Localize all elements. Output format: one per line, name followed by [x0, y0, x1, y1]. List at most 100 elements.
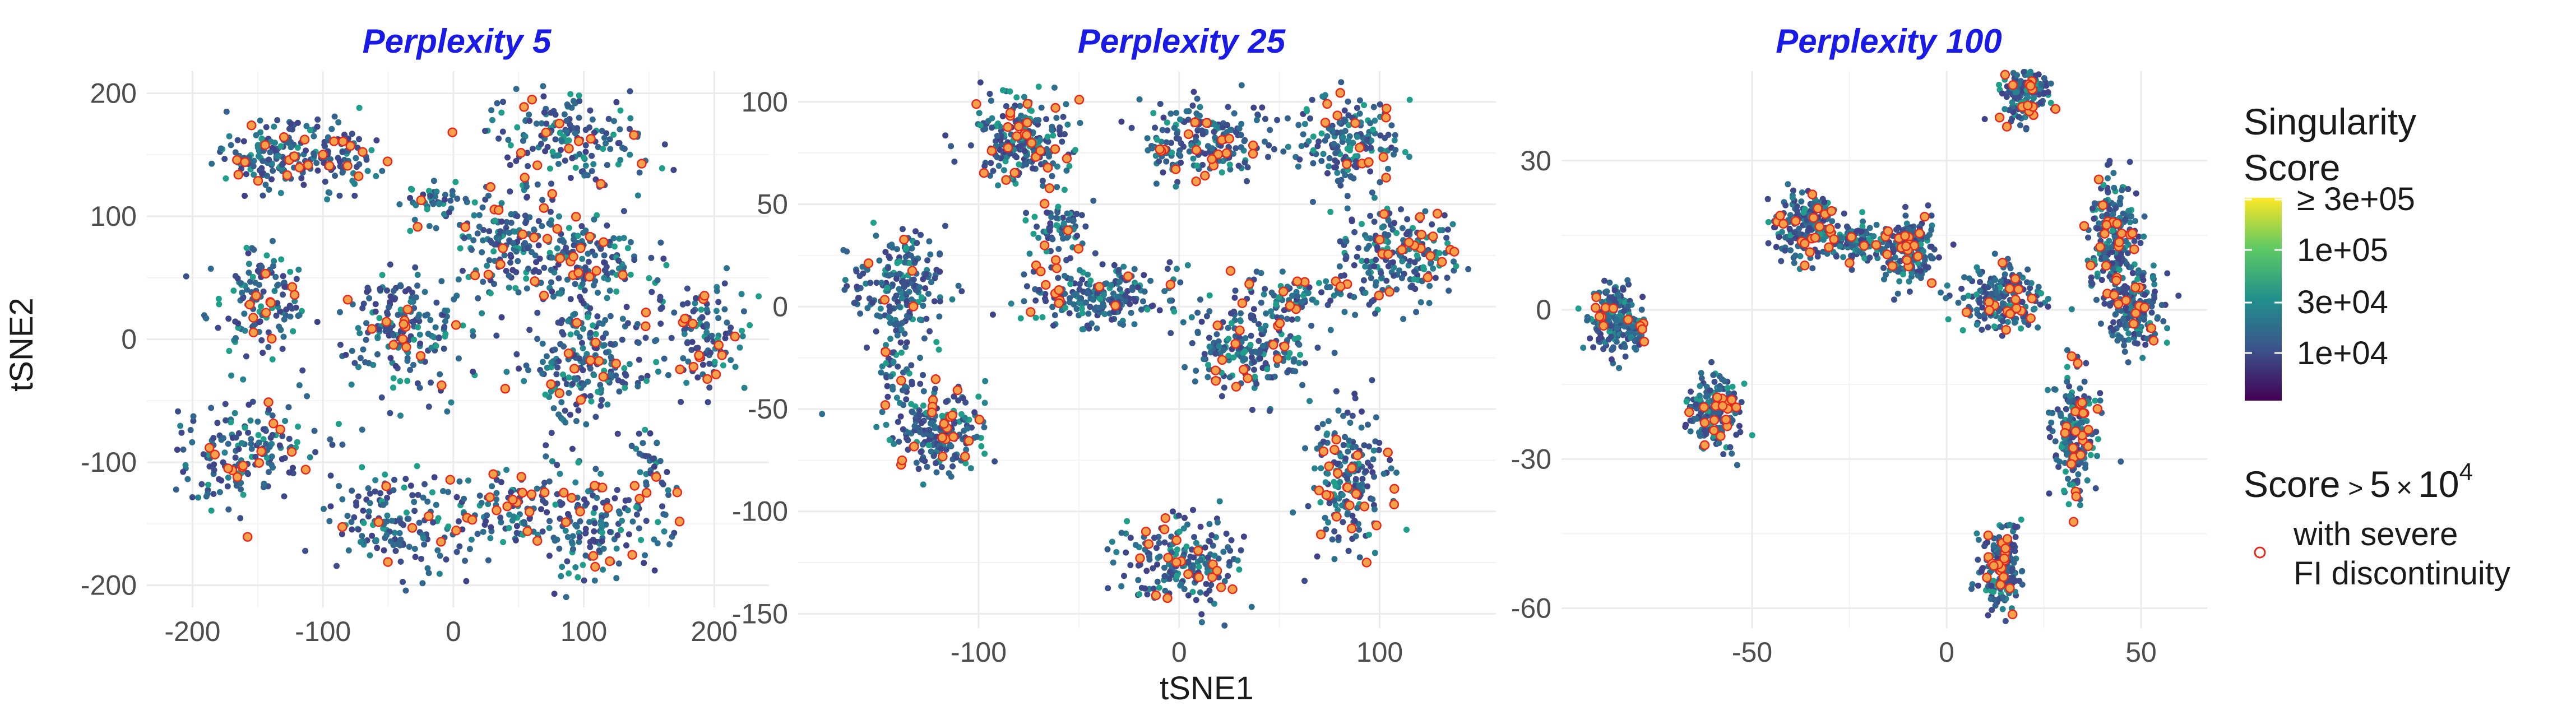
- scatter-point: [492, 217, 498, 224]
- scatter-point: [411, 336, 418, 343]
- scatter-point: [1391, 220, 1398, 226]
- scatter-point: [493, 332, 500, 339]
- scatter-point: [648, 254, 655, 261]
- scatter-point: [1417, 299, 1424, 305]
- scatter-point: [395, 312, 401, 318]
- scatter-point: [967, 465, 974, 472]
- scatter-point: [1225, 104, 1231, 110]
- scatter-point: [1866, 225, 1873, 231]
- highlighted-point: [527, 94, 538, 105]
- scatter-point: [1687, 428, 1694, 435]
- scatter-point: [895, 419, 901, 425]
- scatter-point: [447, 197, 454, 204]
- scatter-point: [1881, 276, 1887, 282]
- scatter-point: [613, 272, 620, 278]
- scatter-point: [603, 263, 610, 270]
- scatter-point: [1032, 117, 1039, 124]
- scatter-point: [1840, 254, 1847, 261]
- highlighted-point: [1237, 298, 1248, 308]
- scatter-point: [1233, 145, 1239, 152]
- scatter-point: [384, 512, 391, 519]
- scatter-point: [449, 192, 456, 198]
- scatter-point: [476, 493, 483, 499]
- scatter-point: [489, 483, 495, 490]
- scatter-point: [1295, 163, 1301, 170]
- scatter-point: [919, 456, 925, 463]
- scatter-point: [920, 388, 927, 394]
- scatter-point: [497, 228, 504, 235]
- scatter-point: [433, 342, 439, 349]
- scatter-point: [1161, 288, 1168, 295]
- highlighted-point: [1320, 117, 1331, 128]
- highlighted-point: [325, 161, 335, 171]
- scatter-point: [270, 168, 276, 174]
- highlighted-point: [674, 517, 685, 527]
- scatter-point: [1150, 110, 1157, 117]
- scatter-point: [429, 489, 435, 496]
- scatter-point: [594, 313, 601, 320]
- scatter-point: [483, 518, 489, 524]
- scatter-point: [1765, 219, 1772, 225]
- scatter-point: [1344, 205, 1351, 212]
- scatter-point: [440, 488, 446, 494]
- scatter-point: [1367, 212, 1374, 219]
- scatter-point: [384, 287, 390, 294]
- scatter-point: [620, 235, 627, 241]
- scatter-point: [222, 401, 229, 407]
- scatter-point: [592, 538, 599, 545]
- scatter-point: [503, 369, 510, 375]
- scatter-point: [337, 341, 344, 348]
- scatter-point: [1066, 162, 1073, 169]
- scatter-point: [417, 340, 424, 347]
- highlighted-point: [605, 556, 615, 566]
- highlighted-point: [1449, 247, 1460, 257]
- scatter-point: [1109, 538, 1115, 545]
- scatter-point: [349, 347, 355, 354]
- scatter-point: [989, 115, 995, 122]
- highlighted-point: [1039, 198, 1050, 209]
- scatter-point: [1314, 345, 1321, 351]
- scatter-point: [681, 331, 688, 337]
- scatter-point: [1310, 133, 1317, 140]
- scatter-point: [226, 347, 233, 354]
- scatter-point: [1406, 96, 1413, 103]
- scatter-point: [663, 262, 670, 268]
- scatter-point: [233, 434, 239, 441]
- scatter-point: [372, 488, 378, 495]
- scatter-point: [920, 371, 926, 378]
- scatter-point: [1034, 224, 1040, 230]
- scatter-point: [1174, 573, 1180, 579]
- scatter-point: [901, 331, 908, 337]
- scatter-point: [336, 483, 342, 489]
- scatter-point: [561, 111, 568, 118]
- scatter-point: [1079, 276, 1086, 283]
- scatter-point: [321, 142, 328, 148]
- scatter-point: [1053, 114, 1060, 121]
- scatter-point: [583, 421, 590, 428]
- scatter-point: [1225, 324, 1231, 331]
- scatter-point: [390, 542, 397, 549]
- highlighted-point: [711, 369, 721, 380]
- scatter-point: [1039, 314, 1046, 320]
- scatter-point: [1613, 338, 1620, 345]
- scatter-point: [1352, 395, 1359, 402]
- scatter-point: [441, 211, 447, 217]
- scatter-point: [357, 538, 364, 545]
- scatter-point: [378, 394, 385, 401]
- scatter-point: [407, 194, 414, 201]
- highlighted-point: [907, 266, 918, 276]
- scatter-point: [1249, 407, 1255, 413]
- scatter-point: [295, 423, 302, 430]
- highlighted-point: [300, 464, 311, 475]
- highlighted-point: [979, 168, 989, 178]
- scatter-point: [1235, 162, 1242, 169]
- scatter-point: [567, 121, 573, 128]
- scatter-point: [999, 113, 1006, 119]
- scatter-point: [1252, 373, 1258, 380]
- highlighted-point: [1383, 447, 1393, 458]
- scatter-point: [1317, 499, 1324, 505]
- highlighted-point: [447, 127, 457, 137]
- highlighted-point: [1235, 325, 1245, 336]
- scatter-point: [590, 161, 597, 168]
